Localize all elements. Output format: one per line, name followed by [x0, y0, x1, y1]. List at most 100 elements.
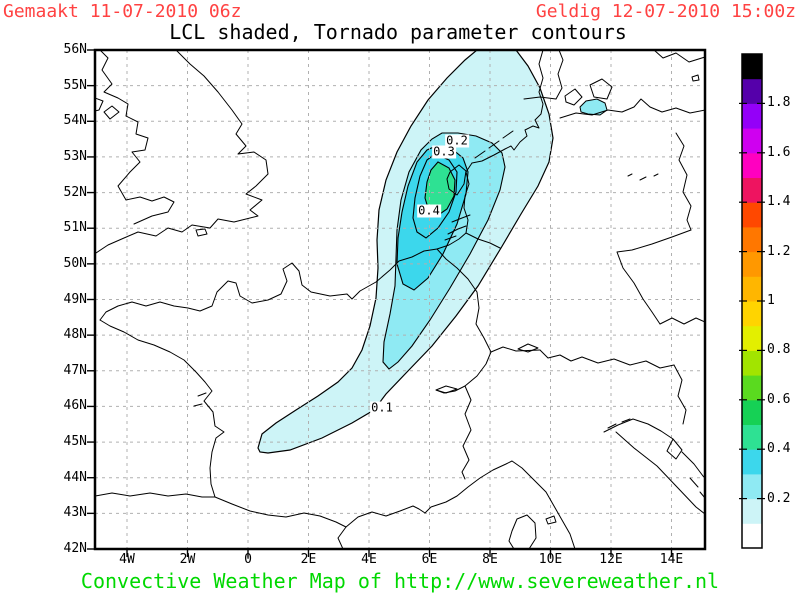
coast-bornholm — [691, 74, 700, 82]
lat-tick-label: 47N — [63, 362, 87, 378]
coast-biscay-islands — [193, 392, 207, 407]
border-swiss-italy — [539, 349, 583, 362]
border-germany-poland — [675, 132, 692, 231]
coast-delta-islands — [444, 214, 471, 241]
colorbar-segment — [742, 152, 762, 178]
border-belgium-netherlands — [465, 232, 501, 249]
coast-venice-lagoon — [607, 418, 631, 429]
coast-croatia — [681, 451, 704, 498]
colorbar-segment — [742, 473, 762, 500]
colorbar-tick-label: 0.4 — [767, 441, 791, 457]
colorbar-tick-label: 1.6 — [767, 144, 791, 160]
coast-france-italy-med — [345, 460, 576, 548]
border-france-italy — [461, 385, 472, 480]
shaded-contour-bands — [257, 51, 608, 454]
plot-border — [93, 48, 707, 551]
colorbar-tick-label: 1 — [767, 293, 775, 308]
colorbar — [739, 53, 765, 549]
border-austria-italy — [581, 356, 675, 369]
contour-label: 0.4 — [417, 203, 441, 218]
lat-tick-label: 43N — [63, 505, 87, 521]
colorbar-tick-label: 1.8 — [767, 95, 791, 111]
contour-label: 0.1 — [370, 400, 394, 415]
lat-tick-label: 42N — [63, 541, 87, 556]
lake-geneva — [435, 385, 458, 394]
lat-tick-label: 56N — [63, 42, 87, 57]
colorbar-segment — [742, 449, 762, 475]
colorbar-segment — [742, 523, 762, 549]
lat-tick-label: 45N — [63, 434, 87, 450]
coast-ireland-edge — [96, 97, 104, 112]
run-created-label: Gemaakt 11-07-2010 06z — [3, 1, 242, 22]
lat-tick-label: 52N — [63, 184, 87, 200]
colorbar-segment — [742, 226, 762, 253]
coast-france-west — [99, 319, 225, 498]
coast-funen — [564, 88, 583, 106]
map-title: LCL shaded, Tornado parameter contours — [169, 20, 627, 44]
coast-spain-med — [337, 526, 347, 548]
colorbar-tick-label: 1.4 — [767, 194, 791, 210]
coast-isle-of-man — [103, 105, 120, 120]
axes-and-frame — [87, 49, 673, 557]
lon-tick-label: 8E — [482, 552, 498, 567]
coast-jutland-east — [555, 51, 564, 100]
coast-german-bight-jutland — [471, 51, 544, 164]
lon-tick-label: 0 — [244, 552, 252, 567]
colorbar-tick-label: 1.2 — [767, 243, 791, 259]
lat-tick-label: 49N — [63, 291, 87, 307]
border-pyrenees — [214, 496, 347, 528]
lat-tick-label: 46N — [63, 398, 87, 414]
contour-label: 0.3 — [432, 144, 456, 159]
colorbar-tick-label: 0.6 — [767, 391, 791, 407]
lon-tick-label: 2E — [300, 552, 317, 567]
coast-wadden-islands — [474, 130, 514, 159]
border-italy-slovenia — [673, 364, 687, 425]
shade-patch-denmark — [579, 98, 608, 116]
colorbar-segment — [742, 301, 762, 327]
coast-elba — [545, 515, 557, 525]
lat-tick-label: 55N — [63, 77, 87, 93]
coast-istria — [666, 438, 683, 460]
coastlines-and-borders — [96, 51, 704, 548]
coast-britain-west — [100, 51, 175, 225]
lat-tick-label: 54N — [63, 113, 87, 129]
lon-tick-label: 4W — [119, 552, 135, 567]
colorbar-segment — [742, 202, 762, 228]
coast-sweden — [654, 51, 704, 63]
colorbar-segment — [742, 78, 762, 104]
colorbar-segment — [742, 276, 762, 302]
colorbar-segment — [742, 54, 762, 80]
colorbar-tick-label: 0.8 — [767, 342, 791, 358]
colorbar-segment — [742, 498, 762, 524]
colorbar-segment — [742, 375, 762, 401]
lat-tick-label: 53N — [63, 148, 87, 164]
colorbar-segment — [742, 424, 762, 450]
coast-britain-east — [96, 51, 269, 254]
coast-spain-north — [96, 492, 216, 498]
colorbar-segment — [742, 251, 762, 277]
coast-adriatic-north — [603, 418, 674, 440]
border-czech-austria — [659, 317, 704, 325]
contour-line-0.4 — [412, 153, 458, 239]
colorbar-segment — [742, 350, 762, 376]
lat-tick-label: 51N — [63, 220, 87, 236]
lon-tick-label: 6E — [421, 552, 438, 567]
colorbar-segment — [742, 128, 762, 154]
lake-constance — [517, 343, 539, 353]
border-swiss-north — [490, 346, 541, 353]
coast-zealand — [589, 78, 613, 100]
lat-tick-label: 44N — [63, 469, 87, 485]
coast-isle-of-wight — [195, 228, 208, 237]
coast-baltic — [559, 98, 704, 119]
colorbar-segment — [742, 177, 762, 203]
credit-url: Convective Weather Map of http://www.sev… — [80, 569, 720, 593]
lon-tick-label: 10E — [538, 552, 563, 567]
border-germany-denmark — [523, 96, 557, 100]
colorbar-segment — [742, 103, 762, 129]
colorbar-segment — [742, 325, 762, 351]
colorbar-segment — [742, 399, 762, 425]
lat-tick-label: 48N — [63, 327, 87, 343]
map-detail-marks — [627, 173, 659, 181]
